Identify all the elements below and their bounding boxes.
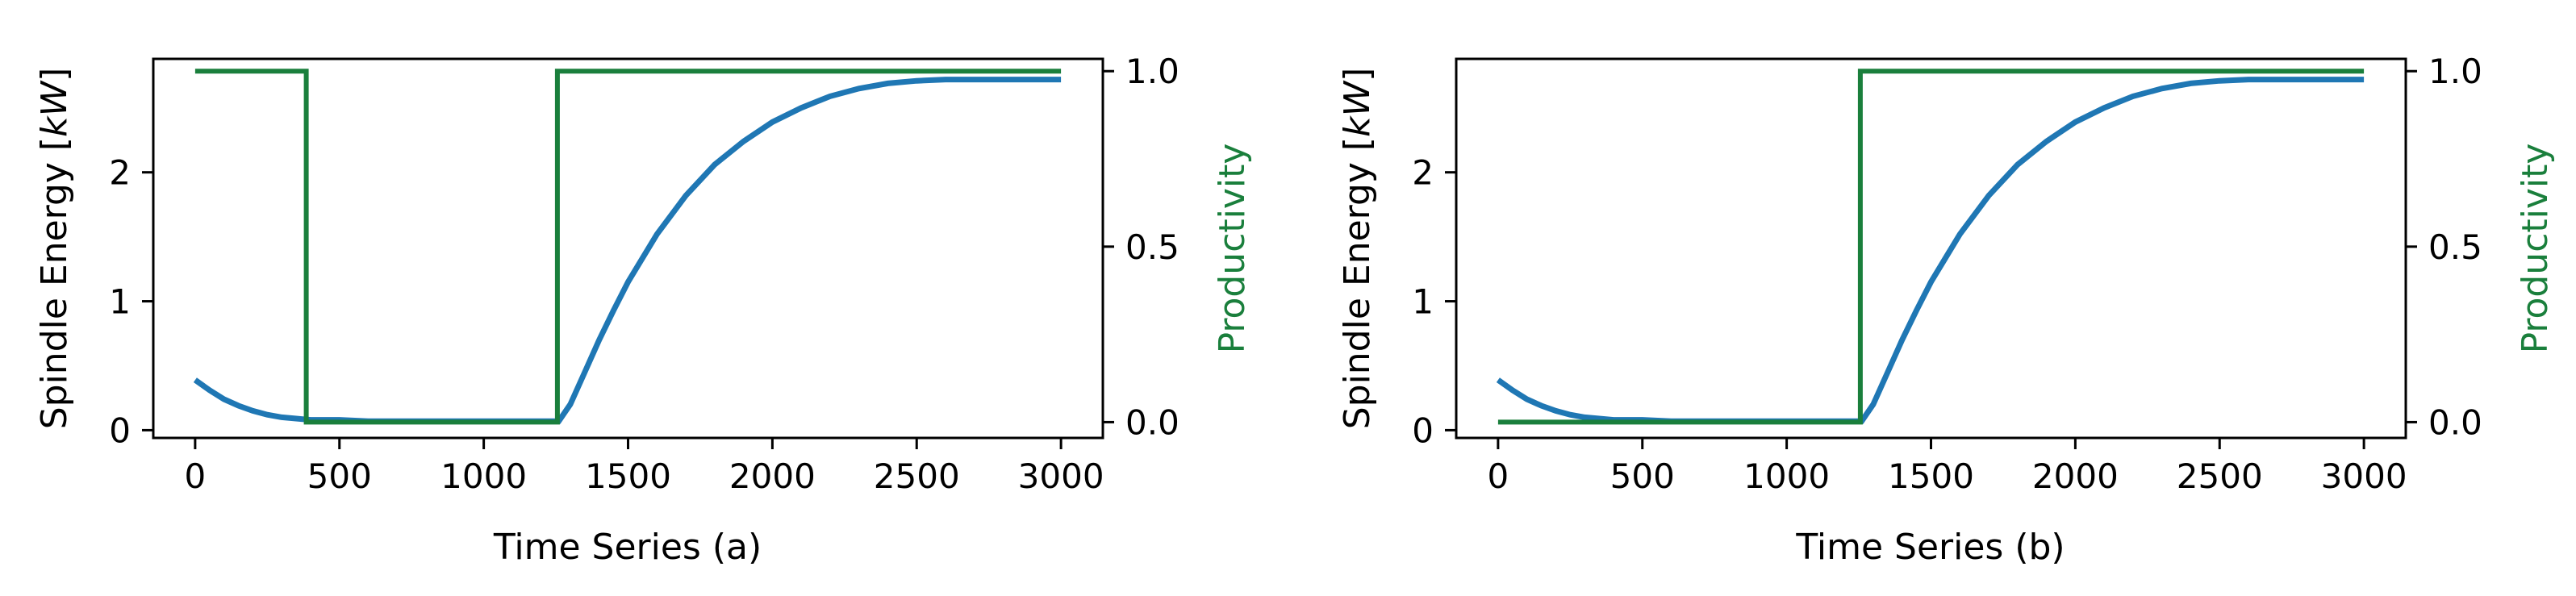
panel-b-ylabel: Spindle Energy [kW] <box>1337 68 1378 430</box>
panel-b-xtick-label: 0 <box>1488 456 1509 496</box>
panel-b-ytick-label: 2 <box>1412 153 1434 193</box>
panel-b-xtick-label: 2500 <box>2177 456 2263 496</box>
panel-a-xtick-label: 2000 <box>729 456 816 496</box>
panel-a-ylabel-prefix: Spindle Energy [ <box>34 137 75 429</box>
panel-a-y2tick-label: 0.5 <box>1125 227 1179 267</box>
panel-a-ylabel-suffix: ] <box>34 68 75 81</box>
panel-a-ytick-label: 1 <box>109 282 131 322</box>
panel-b-ylabel-unit: kW <box>1337 80 1378 136</box>
panel-b-xtick-label: 500 <box>1610 456 1675 496</box>
panel-b-ylabel-suffix: ] <box>1337 68 1378 81</box>
panel-b-xtick-label: 1500 <box>1888 456 1974 496</box>
panel-b-xtick-label: 1000 <box>1743 456 1830 496</box>
panel-a-xtick-label: 500 <box>307 456 372 496</box>
panel-a-y2tick-label: 0.0 <box>1125 402 1179 442</box>
panel-a-xtick-label: 3000 <box>1018 456 1104 496</box>
panel-b: Spindle Energy [kW] Time Series (b) Prod… <box>1337 52 2556 568</box>
panel-b-series-energy-line <box>1496 77 2365 424</box>
panel-a-xtick-label: 1500 <box>585 456 671 496</box>
panel-b-xtick-label: 2000 <box>2032 456 2119 496</box>
panel-a-xtick-label: 1000 <box>440 456 527 496</box>
panel-a-ytick-label: 0 <box>109 411 131 450</box>
panel-a-y2label: Productivity <box>1212 144 1253 354</box>
panel-b-series-productivity-line <box>1497 69 2365 425</box>
panel-b-y2tick-label: 1.0 <box>2428 52 2482 91</box>
panel-b-ylabel-prefix: Spindle Energy [ <box>1337 137 1378 429</box>
panel-b-y2label: Productivity <box>2515 144 2556 354</box>
panel-a-ytick-label: 2 <box>109 153 131 193</box>
panel-b-ytick-label: 0 <box>1412 411 1434 450</box>
panel-a-series-productivity-line <box>194 69 1062 425</box>
panel-b-xtick-label: 3000 <box>2321 456 2407 496</box>
panel-a-xtick-label: 0 <box>185 456 207 496</box>
panel-a-y2tick-label: 1.0 <box>1125 52 1179 91</box>
panel-a-series-energy-line <box>193 77 1062 424</box>
panel-b-y2tick-label: 0.5 <box>2428 227 2482 267</box>
panel-b-xlabel: Time Series (b) <box>1795 527 2065 568</box>
panel-a: Spindle Energy [kW] Time Series (a) Prod… <box>34 52 1253 568</box>
panel-a-ylabel-unit: kW <box>34 80 75 136</box>
panel-a-xlabel: Time Series (a) <box>493 527 762 568</box>
panel-b-ytick-label: 1 <box>1412 282 1434 322</box>
panel-a-xtick-label: 2500 <box>874 456 960 496</box>
panel-b-y2tick-label: 0.0 <box>2428 402 2482 442</box>
panel-a-ylabel: Spindle Energy [kW] <box>34 68 75 430</box>
